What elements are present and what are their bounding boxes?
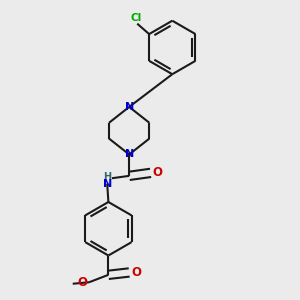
Text: O: O (131, 266, 141, 279)
Text: O: O (153, 167, 163, 179)
Text: Cl: Cl (130, 13, 141, 23)
Text: O: O (77, 276, 88, 289)
Text: N: N (124, 102, 134, 112)
Text: N: N (103, 178, 112, 189)
Text: H: H (103, 172, 111, 182)
Text: N: N (124, 149, 134, 160)
